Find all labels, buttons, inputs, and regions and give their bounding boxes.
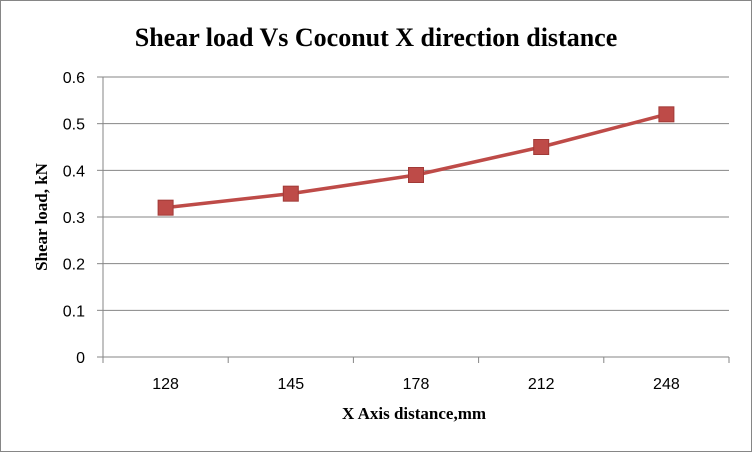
x-tick-labels: 128 145 178 212 248 [152, 376, 680, 393]
data-point-marker [533, 139, 550, 155]
x-tick-label: 128 [152, 376, 179, 393]
y-tick-label: 0.2 [63, 257, 85, 274]
gridlines [103, 76, 729, 311]
y-tick-labels: 0 0.1 0.2 0.3 0.4 0.5 0.6 [63, 70, 85, 367]
series-line [165, 112, 667, 210]
x-tick-label: 212 [528, 376, 555, 393]
series-group [157, 106, 675, 216]
x-tick-label: 178 [403, 376, 430, 393]
y-tick-label: 0.6 [63, 70, 85, 87]
data-point-marker [658, 106, 675, 123]
x-tick-label: 145 [277, 376, 304, 393]
y-tick-label: 0.5 [63, 117, 85, 134]
y-axis-label: Shear load, kN [32, 162, 51, 271]
y-tick-label: 0 [76, 350, 85, 367]
y-tick-label: 0.3 [63, 210, 85, 227]
data-point-marker [408, 167, 424, 183]
chart-title: Shear load Vs Coconut X direction distan… [135, 23, 618, 52]
axes [97, 76, 730, 363]
data-point-marker [157, 199, 174, 216]
data-point-marker [282, 185, 299, 202]
x-tick-label: 248 [653, 376, 680, 393]
x-axis-label: X Axis distance,mm [342, 404, 486, 423]
y-tick-label: 0.4 [63, 163, 85, 180]
y-tick-label: 0.1 [63, 303, 85, 320]
